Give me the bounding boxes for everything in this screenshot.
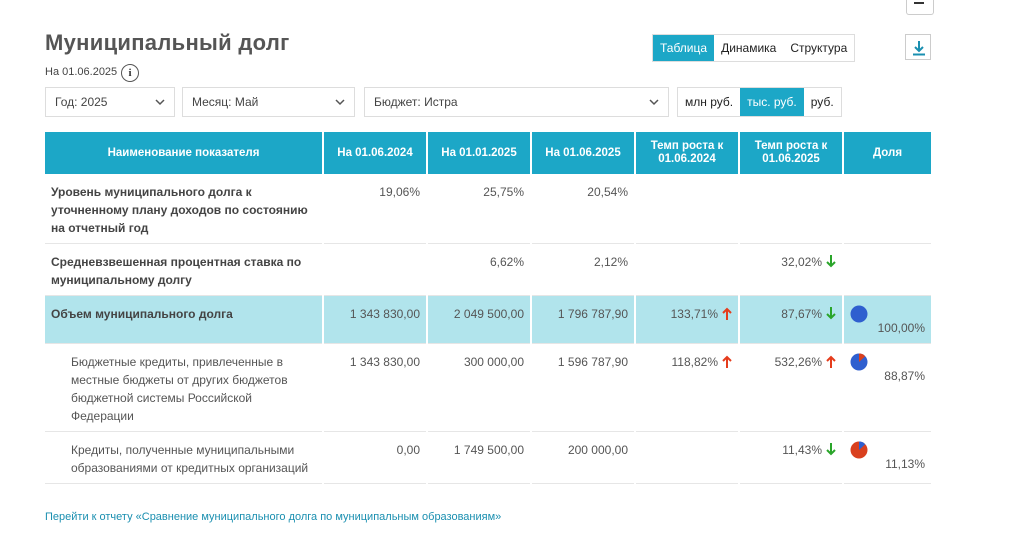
cell-share: [844, 174, 931, 244]
column-header[interactable]: Доля: [844, 132, 931, 174]
cell-value: 1 749 500,00: [428, 432, 530, 484]
share-value: 100,00%: [877, 321, 925, 335]
cell-value: 19,06%: [324, 174, 426, 244]
cell-value: 300 000,00: [428, 344, 530, 432]
cell-share: 88,87%: [844, 344, 931, 432]
cell-value: 1 343 830,00: [324, 344, 426, 432]
unit-rub[interactable]: руб.: [810, 95, 834, 109]
cell-growth: 532,26%: [740, 344, 842, 432]
row-name: Кредиты, полученные муниципальными образ…: [45, 432, 322, 484]
arrow-down-icon: [826, 306, 836, 320]
tab-dynamics[interactable]: Динамика: [714, 35, 784, 61]
cell-growth: 133,71%: [636, 296, 738, 344]
cell-value: [636, 244, 738, 296]
download-button[interactable]: [905, 34, 931, 60]
arrow-up-icon: [722, 307, 732, 320]
growth-value: 87,67%: [781, 307, 822, 321]
chevron-down-icon: [155, 99, 165, 106]
month-select-value: Месяц: Май: [192, 95, 259, 109]
row-name: Бюджетные кредиты, привлеченные в местны…: [45, 344, 322, 432]
arrow-down-icon: [826, 254, 836, 268]
cell-value: [740, 174, 842, 244]
unit-switch: млн руб. тыс. руб. руб.: [677, 87, 842, 117]
cell-value: 2,12%: [532, 244, 634, 296]
row-name: Средневзвешенная процентная ставка по му…: [45, 244, 322, 296]
share-value: 11,13%: [885, 457, 925, 471]
table-row: Бюджетные кредиты, привлеченные в местны…: [45, 344, 931, 432]
cell-value: 20,54%: [532, 174, 634, 244]
growth-value: 32,02%: [781, 255, 822, 269]
column-header[interactable]: На 01.06.2024: [324, 132, 426, 174]
comparison-report-link[interactable]: Перейти к отчету «Сравнение муниципально…: [45, 511, 502, 523]
cell-share: 100,00%: [844, 296, 931, 344]
month-select[interactable]: Месяц: Май: [182, 87, 355, 117]
column-header[interactable]: На 01.01.2025: [428, 132, 530, 174]
arrow-up-icon: [826, 355, 836, 368]
cell-growth: 11,43%: [740, 432, 842, 484]
cell-value: [636, 174, 738, 244]
pie-chart-icon[interactable]: [850, 353, 868, 371]
cell-value: 1 596 787,90: [532, 344, 634, 432]
view-tabs: Таблица Динамика Структура: [652, 34, 856, 62]
growth-value: 118,82%: [671, 355, 718, 369]
cell-value: 25,75%: [428, 174, 530, 244]
row-name: Уровень муниципального долга к уточненно…: [45, 174, 322, 244]
column-header[interactable]: Темп роста к 01.06.2024: [636, 132, 738, 174]
pie-chart-icon[interactable]: [850, 441, 868, 459]
info-icon[interactable]: i: [121, 64, 139, 82]
tab-table[interactable]: Таблица: [653, 35, 715, 61]
cell-growth: 118,82%: [636, 344, 738, 432]
column-header[interactable]: Наименование показателя: [45, 132, 322, 174]
cell-growth: 32,02%: [740, 244, 842, 296]
cell-value: 1 343 830,00: [324, 296, 426, 344]
arrow-up-icon: [722, 355, 732, 368]
cell-growth: 87,67%: [740, 296, 842, 344]
cell-share: [844, 244, 931, 296]
table-row[interactable]: Объем муниципального долга 1 343 830,00 …: [45, 296, 931, 344]
growth-value: 532,26%: [774, 355, 822, 369]
cell-share: 11,13%: [844, 432, 931, 484]
column-header[interactable]: Темп роста к 01.06.2025: [740, 132, 842, 174]
chevron-down-icon: [649, 99, 659, 106]
as-of-date: На 01.06.2025: [45, 66, 118, 78]
cell-value: 2 049 500,00: [428, 296, 530, 344]
table-row: Кредиты, полученные муниципальными образ…: [45, 432, 931, 484]
cell-value: 200 000,00: [532, 432, 634, 484]
download-icon: [913, 41, 925, 56]
table-row: Уровень муниципального долга к уточненно…: [45, 174, 931, 244]
share-value: 88,87%: [884, 369, 925, 383]
year-select-value: Год: 2025: [55, 95, 108, 109]
arrow-down-icon: [826, 442, 836, 456]
chevron-down-icon: [335, 99, 345, 106]
row-name: Объем муниципального долга: [45, 296, 322, 344]
unit-thousand[interactable]: тыс. руб.: [740, 88, 804, 116]
table-header-row: Наименование показателя На 01.06.2024 На…: [45, 132, 931, 174]
budget-select[interactable]: Бюджет: Истра: [364, 87, 669, 117]
cell-value: 6,62%: [428, 244, 530, 296]
pie-chart-icon[interactable]: [850, 305, 868, 323]
cell-value: [324, 244, 426, 296]
year-select[interactable]: Год: 2025: [45, 87, 175, 117]
page-title: Муниципальный долг: [45, 30, 290, 55]
tab-structure[interactable]: Структура: [783, 35, 855, 61]
growth-value: 133,71%: [670, 307, 718, 321]
cell-value: [636, 432, 738, 484]
cell-value: 0,00: [324, 432, 426, 484]
budget-select-value: Бюджет: Истра: [374, 95, 458, 109]
cell-value: 1 796 787,90: [532, 296, 634, 344]
growth-value: 11,43%: [782, 443, 822, 457]
debt-table: Наименование показателя На 01.06.2024 На…: [43, 132, 933, 484]
column-header[interactable]: На 01.06.2025: [532, 132, 634, 174]
table-row: Средневзвешенная процентная ставка по му…: [45, 244, 931, 296]
unit-mln[interactable]: млн руб.: [685, 95, 734, 109]
menu-button[interactable]: [906, 0, 934, 15]
